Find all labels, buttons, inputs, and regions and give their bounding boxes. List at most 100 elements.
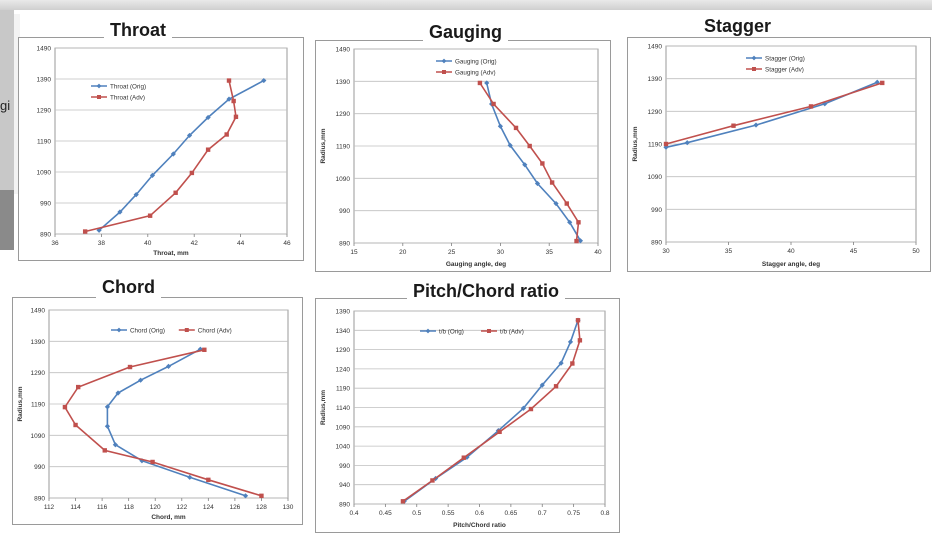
gauging-chart: 890 990 1090 1190 1290 1390 1490 15 20 25 30 35 40 Ga…	[315, 40, 611, 272]
series-line	[665, 82, 883, 145]
x-axis-label: Stagger angle, deg	[762, 261, 820, 268]
y-tick-label: 1090	[336, 176, 351, 183]
legend-marker	[487, 329, 491, 333]
x-tick-label: 116	[97, 504, 108, 511]
legend-label: Chord (Orig)	[130, 327, 165, 334]
chart-svg: 890 940 990 1040 1090 1140 1190 1240 1290 1340 139…	[320, 309, 610, 530]
y-tick-label: 890	[339, 502, 350, 509]
y-tick-label: 1290	[31, 370, 46, 377]
data-point	[202, 347, 207, 352]
y-tick-label: 940	[339, 482, 350, 489]
chart-svg: 890 990 1090 1190 1290 1390 1490 30 35 40 45 50 Stag…	[632, 44, 920, 269]
x-tick-label: 35	[546, 249, 554, 256]
data-point	[567, 339, 574, 345]
x-tick-label: 120	[150, 504, 161, 511]
legend-label: Chord (Adv)	[198, 327, 232, 334]
y-axis-label: Radius,mm	[320, 128, 327, 163]
y-tick-label: 1090	[648, 174, 663, 181]
x-tick-label: 36	[51, 240, 59, 247]
x-tick-label: 124	[203, 504, 214, 511]
data-point	[522, 162, 528, 168]
y-tick-label: 990	[40, 201, 51, 208]
x-tick-label: 130	[283, 504, 294, 511]
data-point	[574, 238, 579, 244]
data-point	[205, 147, 211, 152]
data-point	[205, 114, 211, 121]
x-tick-label: 0.65	[505, 510, 518, 517]
data-point	[753, 122, 759, 128]
y-tick-label: 990	[34, 464, 45, 471]
data-point	[570, 361, 575, 366]
data-point	[528, 406, 534, 412]
legend: Stagger (Orig) Stagger (Adv)	[746, 55, 805, 73]
x-tick-label: 0.45	[379, 510, 392, 517]
x-tick-label: 0.8	[600, 510, 609, 517]
x-tick-label: 50	[912, 248, 920, 255]
legend-marker	[97, 95, 101, 99]
y-tick-label: 890	[339, 241, 350, 248]
data-point	[82, 229, 88, 234]
y-tick-label: 1290	[336, 347, 351, 354]
data-point	[539, 382, 545, 388]
data-point	[233, 114, 239, 120]
throat-chart: 890 990 1090 1190 1290 1390 1490 36 38 40 42 44 46 Th…	[18, 37, 304, 261]
left-decoration-bar	[0, 10, 14, 190]
data-point	[224, 132, 229, 137]
left-decoration-bar-dark	[0, 190, 14, 250]
chart-title-stagger: Stagger	[698, 16, 778, 37]
data-point	[102, 448, 107, 453]
y-tick-label: 1190	[648, 142, 662, 149]
y-axis-label: Radius,mm	[632, 126, 639, 161]
x-tick-label: 30	[497, 249, 505, 256]
data-point	[540, 161, 545, 166]
y-tick-label: 990	[339, 463, 350, 470]
y-tick-label: 1340	[336, 328, 351, 335]
x-tick-label: 15	[350, 249, 358, 256]
chart-svg: 890 990 1090 1190 1290 1390 1490 15 20 25 30 35 40 Ga…	[320, 47, 602, 269]
y-tick-label: 1190	[336, 386, 350, 393]
data-point	[62, 404, 68, 410]
y-tick-label: 990	[339, 208, 350, 215]
data-point	[76, 384, 81, 390]
x-axis-label: Throat, mm	[153, 250, 189, 257]
data-point	[400, 499, 406, 504]
chart-title-chord: Chord	[96, 277, 161, 298]
x-tick-label: 112	[44, 504, 55, 511]
legend-marker	[96, 83, 102, 89]
x-tick-label: 40	[787, 248, 795, 255]
x-tick-label: 0.4	[349, 510, 358, 517]
x-tick-label: 46	[283, 240, 291, 247]
x-tick-label: 40	[144, 240, 152, 247]
legend-marker	[184, 328, 189, 332]
x-tick-label: 45	[850, 248, 858, 255]
x-tick-label: 0.5	[412, 510, 421, 517]
data-point	[261, 77, 267, 84]
data-point	[497, 429, 502, 435]
top-decoration-bar	[0, 0, 932, 10]
data-point	[231, 98, 236, 104]
y-tick-label: 1240	[336, 366, 351, 373]
y-tick-label: 890	[40, 232, 51, 239]
y-tick-label: 1290	[336, 111, 351, 118]
data-point	[564, 201, 569, 206]
legend-label: t/b (Orig)	[439, 328, 464, 335]
data-point	[577, 238, 584, 244]
x-axis-label: Pitch/Chord ratio	[453, 522, 506, 529]
y-tick-label: 1490	[37, 46, 52, 53]
data-point	[549, 180, 555, 185]
data-point	[112, 442, 118, 448]
y-tick-label: 1140	[336, 405, 350, 412]
legend-label: Gauging (Orig)	[455, 58, 497, 65]
background-panel-edge	[14, 14, 20, 194]
data-point	[96, 227, 102, 233]
data-point	[527, 143, 532, 149]
x-tick-label: 114	[70, 504, 81, 511]
data-point	[149, 172, 156, 179]
legend-marker	[752, 67, 756, 71]
chart-svg: 890 990 1090 1190 1290 1390 1490 36 38 40 42 44 46 Th…	[37, 46, 291, 258]
data-point	[259, 493, 264, 499]
data-point	[127, 364, 133, 370]
x-tick-label: 30	[662, 248, 670, 255]
legend-label: Throat (Orig)	[110, 83, 146, 90]
y-tick-label: 890	[34, 496, 45, 503]
